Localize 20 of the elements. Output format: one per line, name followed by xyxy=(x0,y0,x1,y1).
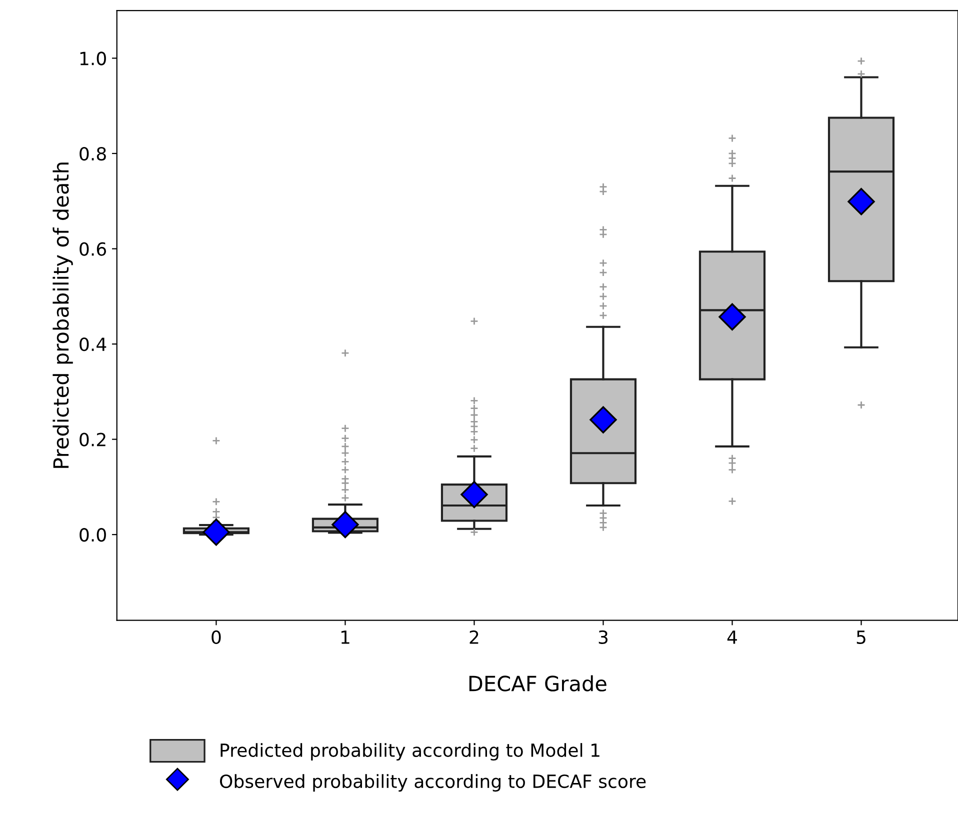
point xyxy=(202,518,230,546)
legend-label: Predicted probability according to Model 1 xyxy=(220,743,600,761)
x-tick-label: 0 xyxy=(212,630,221,644)
y-tick-label: 0.8 xyxy=(80,146,106,161)
point xyxy=(848,188,875,216)
y-tick-label: 0.2 xyxy=(80,432,106,446)
x-axis-title: DECAF Grade xyxy=(469,675,606,692)
y-tick-label: 0.0 xyxy=(80,528,106,542)
legend-label: Observed probability according to DECAF score xyxy=(220,774,646,792)
y-tick-label: 0.6 xyxy=(80,242,106,256)
x-tick-label: 2 xyxy=(470,630,478,644)
point xyxy=(718,303,746,330)
point xyxy=(332,510,359,538)
x-tick-label: 5 xyxy=(856,630,866,644)
y-tick-label: 1.0 xyxy=(80,52,106,66)
x-tick-label: 4 xyxy=(727,630,737,644)
x-tick-label: 3 xyxy=(598,630,608,644)
y-axis-title: Predicted probability of death xyxy=(52,162,73,468)
y-tick-label: 0.4 xyxy=(80,337,106,352)
x-tick-label: 1 xyxy=(341,630,350,644)
